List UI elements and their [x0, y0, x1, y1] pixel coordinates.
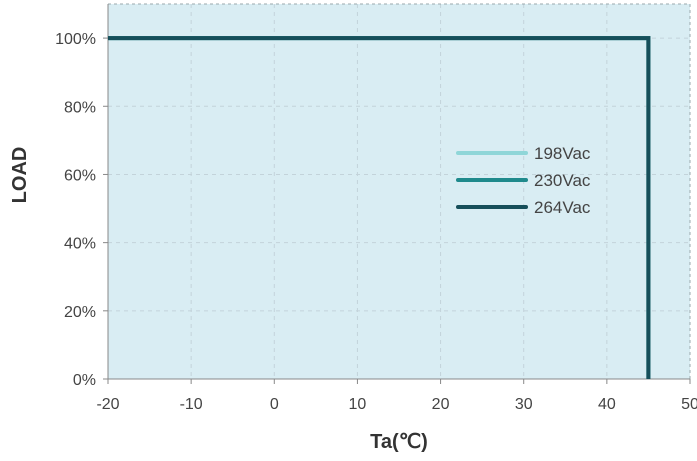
tick-labels: -20 -10 0 10 20 30 40 50 0% 20% 40% 60% 80% 100%	[55, 31, 697, 413]
y-tick-label: 60%	[64, 167, 96, 184]
grid-lines	[108, 4, 690, 379]
y-tick-label: 80%	[64, 99, 96, 116]
x-tick-label: -10	[180, 396, 203, 413]
x-axis-title: Ta(℃)	[370, 431, 428, 453]
y-tick-label: 100%	[55, 31, 96, 48]
axes	[107, 4, 690, 380]
series-lines	[108, 36, 651, 379]
x-tick-label: 40	[598, 396, 616, 413]
plot-area	[108, 4, 690, 379]
y-tick-label: 20%	[64, 304, 96, 321]
y-tick-label: 40%	[64, 236, 96, 253]
x-tick-label: 50	[681, 396, 697, 413]
legend-label-230Vac: 230Vac	[534, 171, 591, 190]
y-axis-title: LOAD	[9, 147, 31, 204]
legend-label-198Vac: 198Vac	[534, 144, 591, 163]
legend-label-264Vac: 264Vac	[534, 198, 591, 217]
x-tick-label: 10	[349, 396, 367, 413]
x-tick-label: 20	[432, 396, 450, 413]
x-tick-label: -20	[96, 396, 119, 413]
legend: 198Vac 230Vac 264Vac	[456, 144, 591, 217]
x-tick-label: 30	[515, 396, 533, 413]
y-tick-label: 0%	[73, 372, 96, 389]
series-line-264Vac	[108, 36, 651, 379]
x-tick-label: 0	[270, 396, 279, 413]
